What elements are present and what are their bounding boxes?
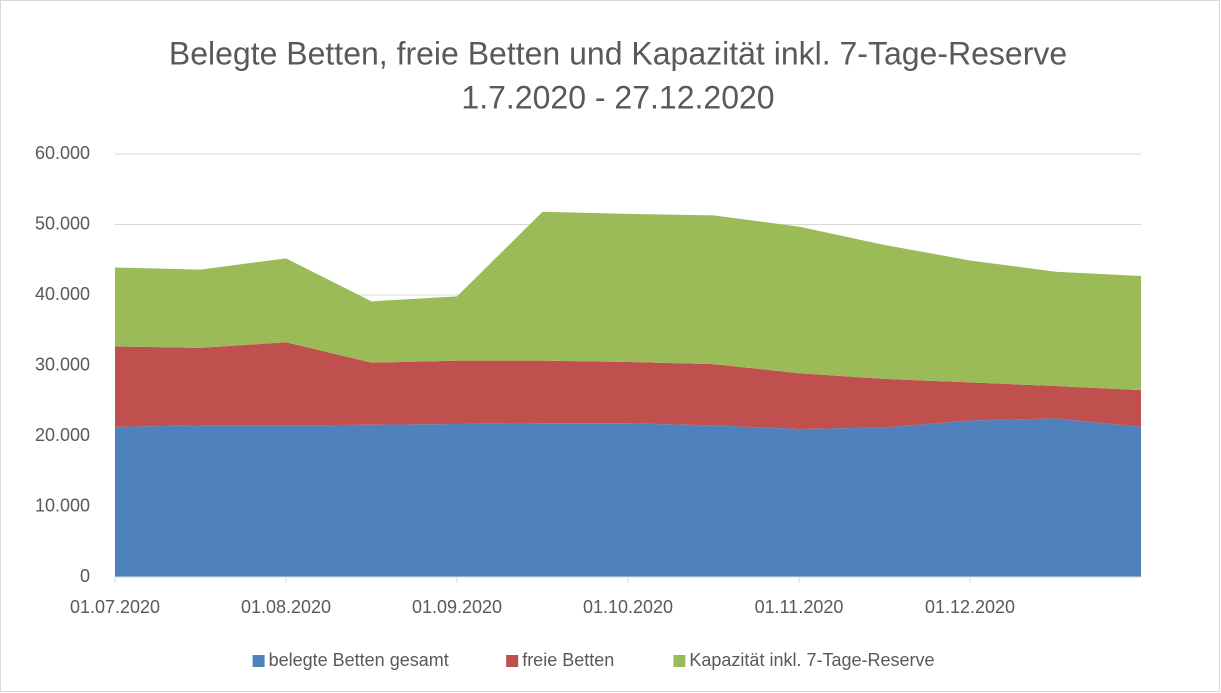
legend-swatch [506, 655, 519, 667]
y-tick-label: 20.000 [35, 425, 90, 445]
y-tick-label: 60.000 [35, 143, 90, 163]
x-tick-label: 01.09.2020 [412, 597, 502, 617]
y-tick-label: 0 [80, 566, 90, 586]
chart-subtitle: 1.7.2020 - 27.12.2020 [461, 79, 774, 115]
legend-swatch [252, 655, 265, 667]
y-tick-label: 50.000 [35, 213, 90, 233]
x-tick-label: 01.07.2020 [70, 597, 160, 617]
legend-label: freie Betten [522, 650, 614, 670]
area [115, 418, 1141, 577]
legend-swatch [673, 655, 686, 667]
area [115, 211, 1141, 391]
legend-label: Kapazität inkl. 7-Tage-Reserve [689, 650, 934, 670]
x-tick-label: 01.08.2020 [241, 597, 331, 617]
y-tick-label: 30.000 [35, 354, 90, 374]
x-tick-label: 01.12.2020 [925, 597, 1015, 617]
y-tick-label: 10.000 [35, 495, 90, 515]
legend-label: belegte Betten gesamt [269, 650, 449, 670]
area [115, 342, 1141, 429]
x-tick-label: 01.11.2020 [755, 597, 844, 617]
x-tick-label: 01.10.2020 [583, 597, 673, 617]
y-tick-label: 40.000 [35, 284, 90, 304]
chart-title: Belegte Betten, freie Betten und Kapazit… [169, 35, 1067, 71]
